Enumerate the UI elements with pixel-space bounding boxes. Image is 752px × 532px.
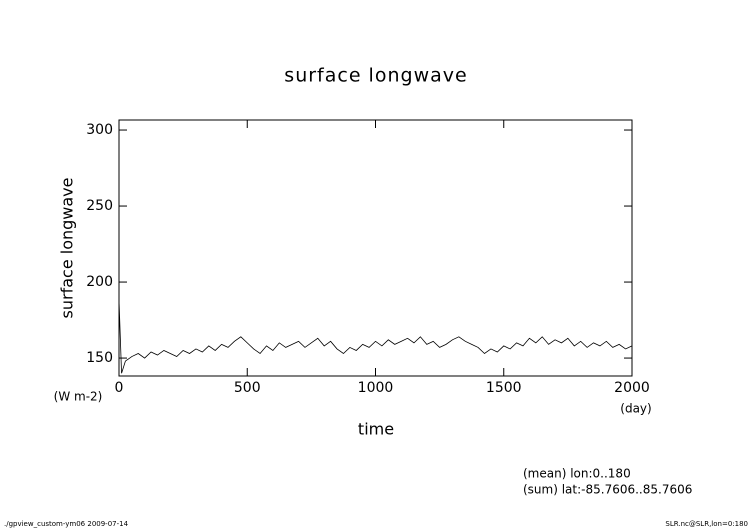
y-tick-label: 200 — [86, 274, 113, 290]
y-tick-label: 150 — [86, 350, 113, 366]
y-axis-label: surface longwave — [58, 178, 77, 319]
x-axis-label: time — [358, 420, 394, 439]
chart-title: surface longwave — [284, 65, 467, 87]
annotation: (sum) lat:-85.7606..85.7606 — [523, 483, 692, 497]
y-tick-label: 300 — [86, 122, 113, 138]
x-tick-label: 2000 — [614, 380, 650, 396]
y-tick-label: 250 — [86, 198, 113, 214]
x-tick-label: 500 — [234, 380, 261, 396]
x-tick-label: 0 — [115, 380, 124, 396]
x-unit: (day) — [620, 402, 651, 416]
footer-right: SLR.nc@SLR,lon=0:180 — [665, 520, 748, 528]
x-tick-label: 1000 — [358, 380, 394, 396]
x-tick-label: 1500 — [486, 380, 522, 396]
y-unit: (W m-2) — [54, 390, 103, 404]
footer-left: ./gpview_custom-ym06 2009-07-14 — [4, 520, 129, 528]
annotation: (mean) lon:0..180 — [523, 467, 631, 481]
line-series — [118, 300, 633, 374]
